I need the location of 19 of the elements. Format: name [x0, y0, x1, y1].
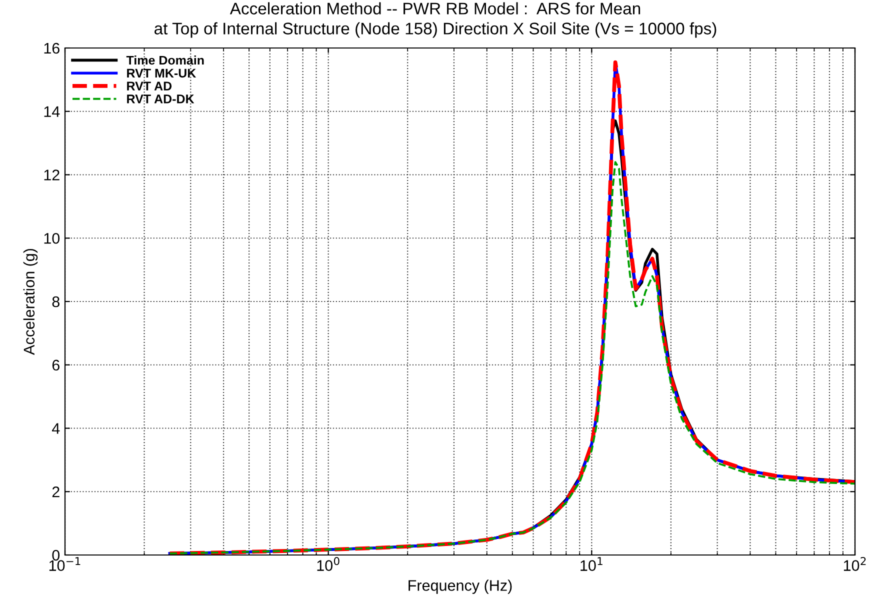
y-tick-label: 8	[52, 296, 60, 308]
chart-subtitle: at Top of Internal Structure (Node 158) Direction X Soil Site (Vs = 10000 fps)	[154, 22, 716, 38]
y-tick-label: 4	[52, 423, 60, 434]
legend-label: RVT AD	[127, 82, 172, 90]
y-tick-label: 2	[52, 486, 60, 498]
legend-label: Time Domain	[126, 56, 204, 65]
x-tick-label: 10$^{0}$	[317, 557, 340, 571]
y-tick-label: 12	[44, 170, 60, 180]
y-tick-label: 10	[44, 232, 60, 244]
chart-title: Acceleration Method -- PWR RB Model : ARS for Mean	[230, 2, 640, 14]
x-axis-title: Frequency (Hz)	[408, 580, 512, 594]
x-tick-label: 10$^{2}$	[844, 557, 866, 571]
y-tick-label: 6	[52, 360, 60, 371]
y-tick-label: 14	[44, 106, 60, 117]
x-tick-label: 10$^{1}$	[580, 557, 602, 571]
legend-label: RVT MK-UK	[127, 68, 196, 78]
legend-label: RVT AD-DK	[127, 94, 194, 104]
y-tick-label: 16	[44, 42, 60, 54]
y-axis-title: Acceleration (g)	[23, 248, 38, 355]
